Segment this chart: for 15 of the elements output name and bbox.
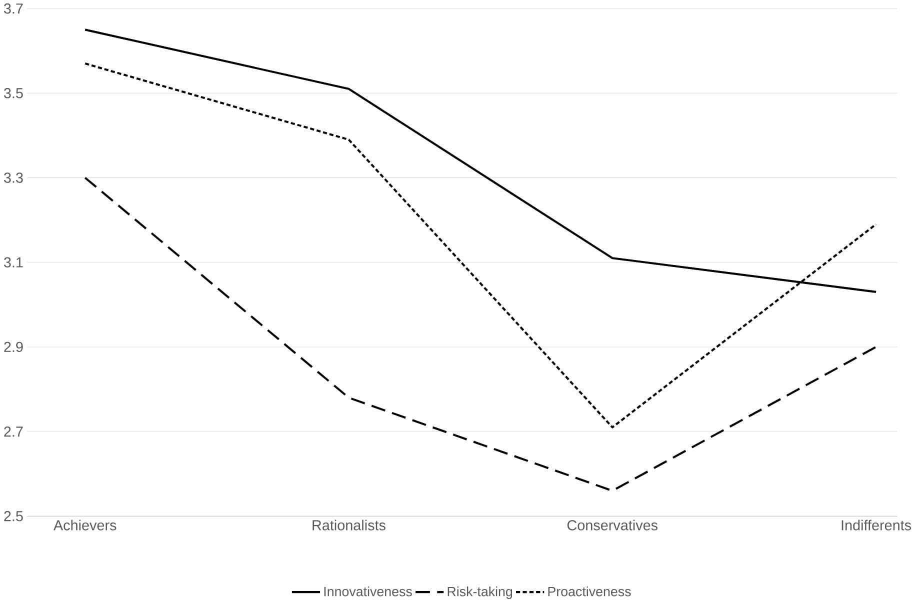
y-tick-label: 3.3 [4, 172, 23, 183]
legend-label: Innovativeness [324, 586, 412, 596]
y-tick-label: 2.9 [4, 342, 23, 352]
y-tick-label: 3.7 [4, 4, 23, 14]
y-tick-label: 2.7 [4, 426, 23, 437]
y-tick-label: 3.1 [4, 257, 23, 268]
y-tick-label: 3.5 [4, 88, 23, 98]
line-series [84, 176, 878, 492]
x-tick-label: Rationalists [312, 520, 386, 530]
y-tick-label: 2.5 [4, 511, 23, 522]
x-tick-label: Achievers [54, 520, 116, 530]
legend-label: Proactiveness [548, 586, 631, 596]
x-tick-label: Indifferents [842, 520, 912, 530]
x-tick-label: Conservatives [567, 520, 658, 530]
legend-label: Risk-taking [448, 586, 512, 600]
